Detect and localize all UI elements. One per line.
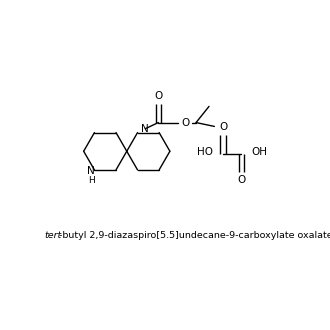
Text: -butyl 2,9-diazaspiro[5.5]undecane-9-carboxylate oxalate: -butyl 2,9-diazaspiro[5.5]undecane-9-car… (59, 231, 330, 240)
Text: OH: OH (251, 147, 267, 157)
Text: HO: HO (197, 147, 213, 157)
Text: N: N (141, 124, 148, 135)
Text: H: H (88, 176, 95, 185)
Text: O: O (219, 122, 227, 132)
Text: O: O (181, 117, 189, 128)
Text: N: N (87, 166, 95, 176)
Text: tert: tert (45, 231, 62, 240)
Text: O: O (154, 91, 162, 101)
Text: O: O (237, 175, 246, 185)
